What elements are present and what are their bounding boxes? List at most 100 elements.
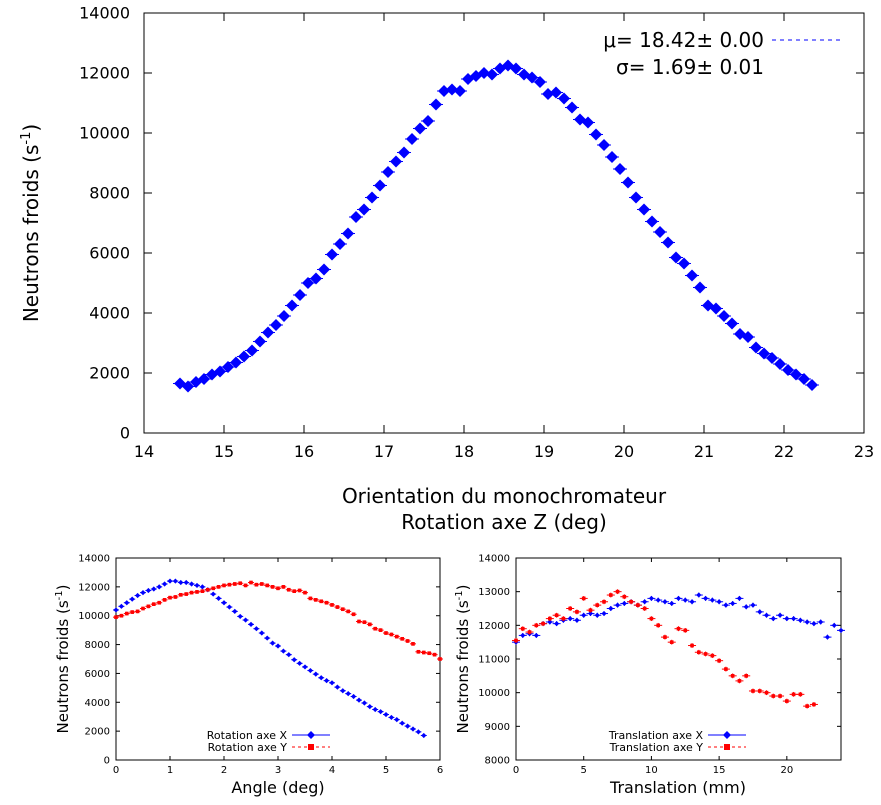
data-point xyxy=(798,373,810,385)
data-point xyxy=(302,664,308,670)
data-point xyxy=(669,600,675,607)
data-point xyxy=(232,582,237,586)
data-point xyxy=(608,593,613,597)
data-point xyxy=(670,251,682,264)
data-point xyxy=(656,623,661,628)
data-point xyxy=(614,602,621,608)
data-point xyxy=(394,717,400,723)
x-tick-label: 19 xyxy=(534,442,554,461)
data-point xyxy=(663,635,667,639)
data-point xyxy=(270,319,282,331)
data-point xyxy=(342,227,354,240)
data-point xyxy=(329,680,335,686)
data-point xyxy=(114,615,118,619)
data-point xyxy=(119,613,124,618)
data-point xyxy=(350,211,362,223)
data-point xyxy=(265,583,270,588)
data-point xyxy=(318,263,330,276)
x-tick-label: 0 xyxy=(113,765,119,776)
translation-legend-x-marker xyxy=(723,731,731,739)
x-tick-label: 15 xyxy=(214,442,234,461)
data-point xyxy=(622,176,634,189)
y-tick-label: 8000 xyxy=(485,756,510,767)
data-point xyxy=(744,674,749,678)
data-point xyxy=(124,600,130,606)
data-point xyxy=(432,652,437,657)
data-point xyxy=(151,602,156,606)
data-point xyxy=(216,585,221,589)
data-point xyxy=(172,578,178,584)
data-point xyxy=(636,603,640,607)
data-point xyxy=(730,600,736,607)
data-point xyxy=(178,592,183,597)
data-point xyxy=(662,236,674,249)
data-point xyxy=(554,613,559,618)
x-tick-label: 21 xyxy=(694,442,714,461)
x-tick-label: 20 xyxy=(780,765,793,776)
data-point xyxy=(141,606,145,611)
rotation-marks xyxy=(113,578,443,739)
data-point xyxy=(249,580,253,585)
data-point xyxy=(168,595,172,600)
data-point xyxy=(582,116,594,129)
data-point xyxy=(205,587,210,592)
data-point xyxy=(655,597,661,603)
data-point xyxy=(566,101,578,114)
data-point xyxy=(358,203,370,216)
data-point xyxy=(723,602,729,608)
data-point xyxy=(378,628,383,632)
data-point xyxy=(818,619,824,625)
translation-tick-group: 0 5 10 15 20 8000 9000 10000 11000 12000 13000 1400… xyxy=(478,554,841,776)
data-point xyxy=(297,660,303,666)
data-point xyxy=(151,586,157,592)
data-point xyxy=(520,632,526,639)
data-point xyxy=(351,693,357,700)
data-point xyxy=(243,617,249,623)
rotation-legend-y-marker xyxy=(308,744,314,750)
data-point xyxy=(554,621,560,627)
data-point xyxy=(334,684,340,690)
x-tick-label: 17 xyxy=(374,442,394,461)
data-point xyxy=(198,373,210,385)
data-point xyxy=(270,585,275,589)
y-tick-label: 4000 xyxy=(85,698,110,709)
translation-legend: Translation axe X Translation axe Y xyxy=(608,729,746,754)
data-point xyxy=(798,692,803,697)
x-tick-label: 20 xyxy=(614,442,634,461)
data-point xyxy=(527,630,532,634)
x-tick-label: 2 xyxy=(221,765,227,776)
data-point xyxy=(405,639,410,643)
data-point xyxy=(367,622,372,627)
data-point xyxy=(281,585,286,589)
translation-legend-x-label: Translation axe X xyxy=(608,729,704,742)
data-point xyxy=(614,163,626,175)
x-tick-label: 10 xyxy=(645,765,658,776)
data-point xyxy=(778,694,782,698)
data-point xyxy=(520,626,525,631)
data-point xyxy=(384,631,388,635)
main-marks xyxy=(173,59,819,393)
data-point xyxy=(649,616,654,621)
data-point xyxy=(270,640,276,646)
data-point xyxy=(135,609,140,614)
data-point xyxy=(682,597,688,603)
data-point xyxy=(410,726,416,732)
data-point xyxy=(278,310,290,322)
data-point xyxy=(757,609,763,615)
data-point xyxy=(367,704,373,710)
data-point xyxy=(770,616,776,622)
data-point xyxy=(246,344,258,357)
data-point xyxy=(372,706,378,713)
data-point xyxy=(581,596,586,601)
data-point xyxy=(340,607,345,612)
translation-xlabel: Translation (mm) xyxy=(609,778,746,797)
data-point xyxy=(743,604,749,610)
translation-legend-y-marker xyxy=(724,744,730,750)
data-point xyxy=(162,581,168,587)
data-point xyxy=(286,652,292,658)
data-point xyxy=(189,581,195,587)
main-chart: 14 15 16 17 18 19 20 21 22 23 0 2000 4000 6000 8000 100… xyxy=(19,4,874,534)
data-point xyxy=(214,365,226,378)
data-point xyxy=(414,122,426,135)
y-tick-label: 12000 xyxy=(79,64,130,83)
